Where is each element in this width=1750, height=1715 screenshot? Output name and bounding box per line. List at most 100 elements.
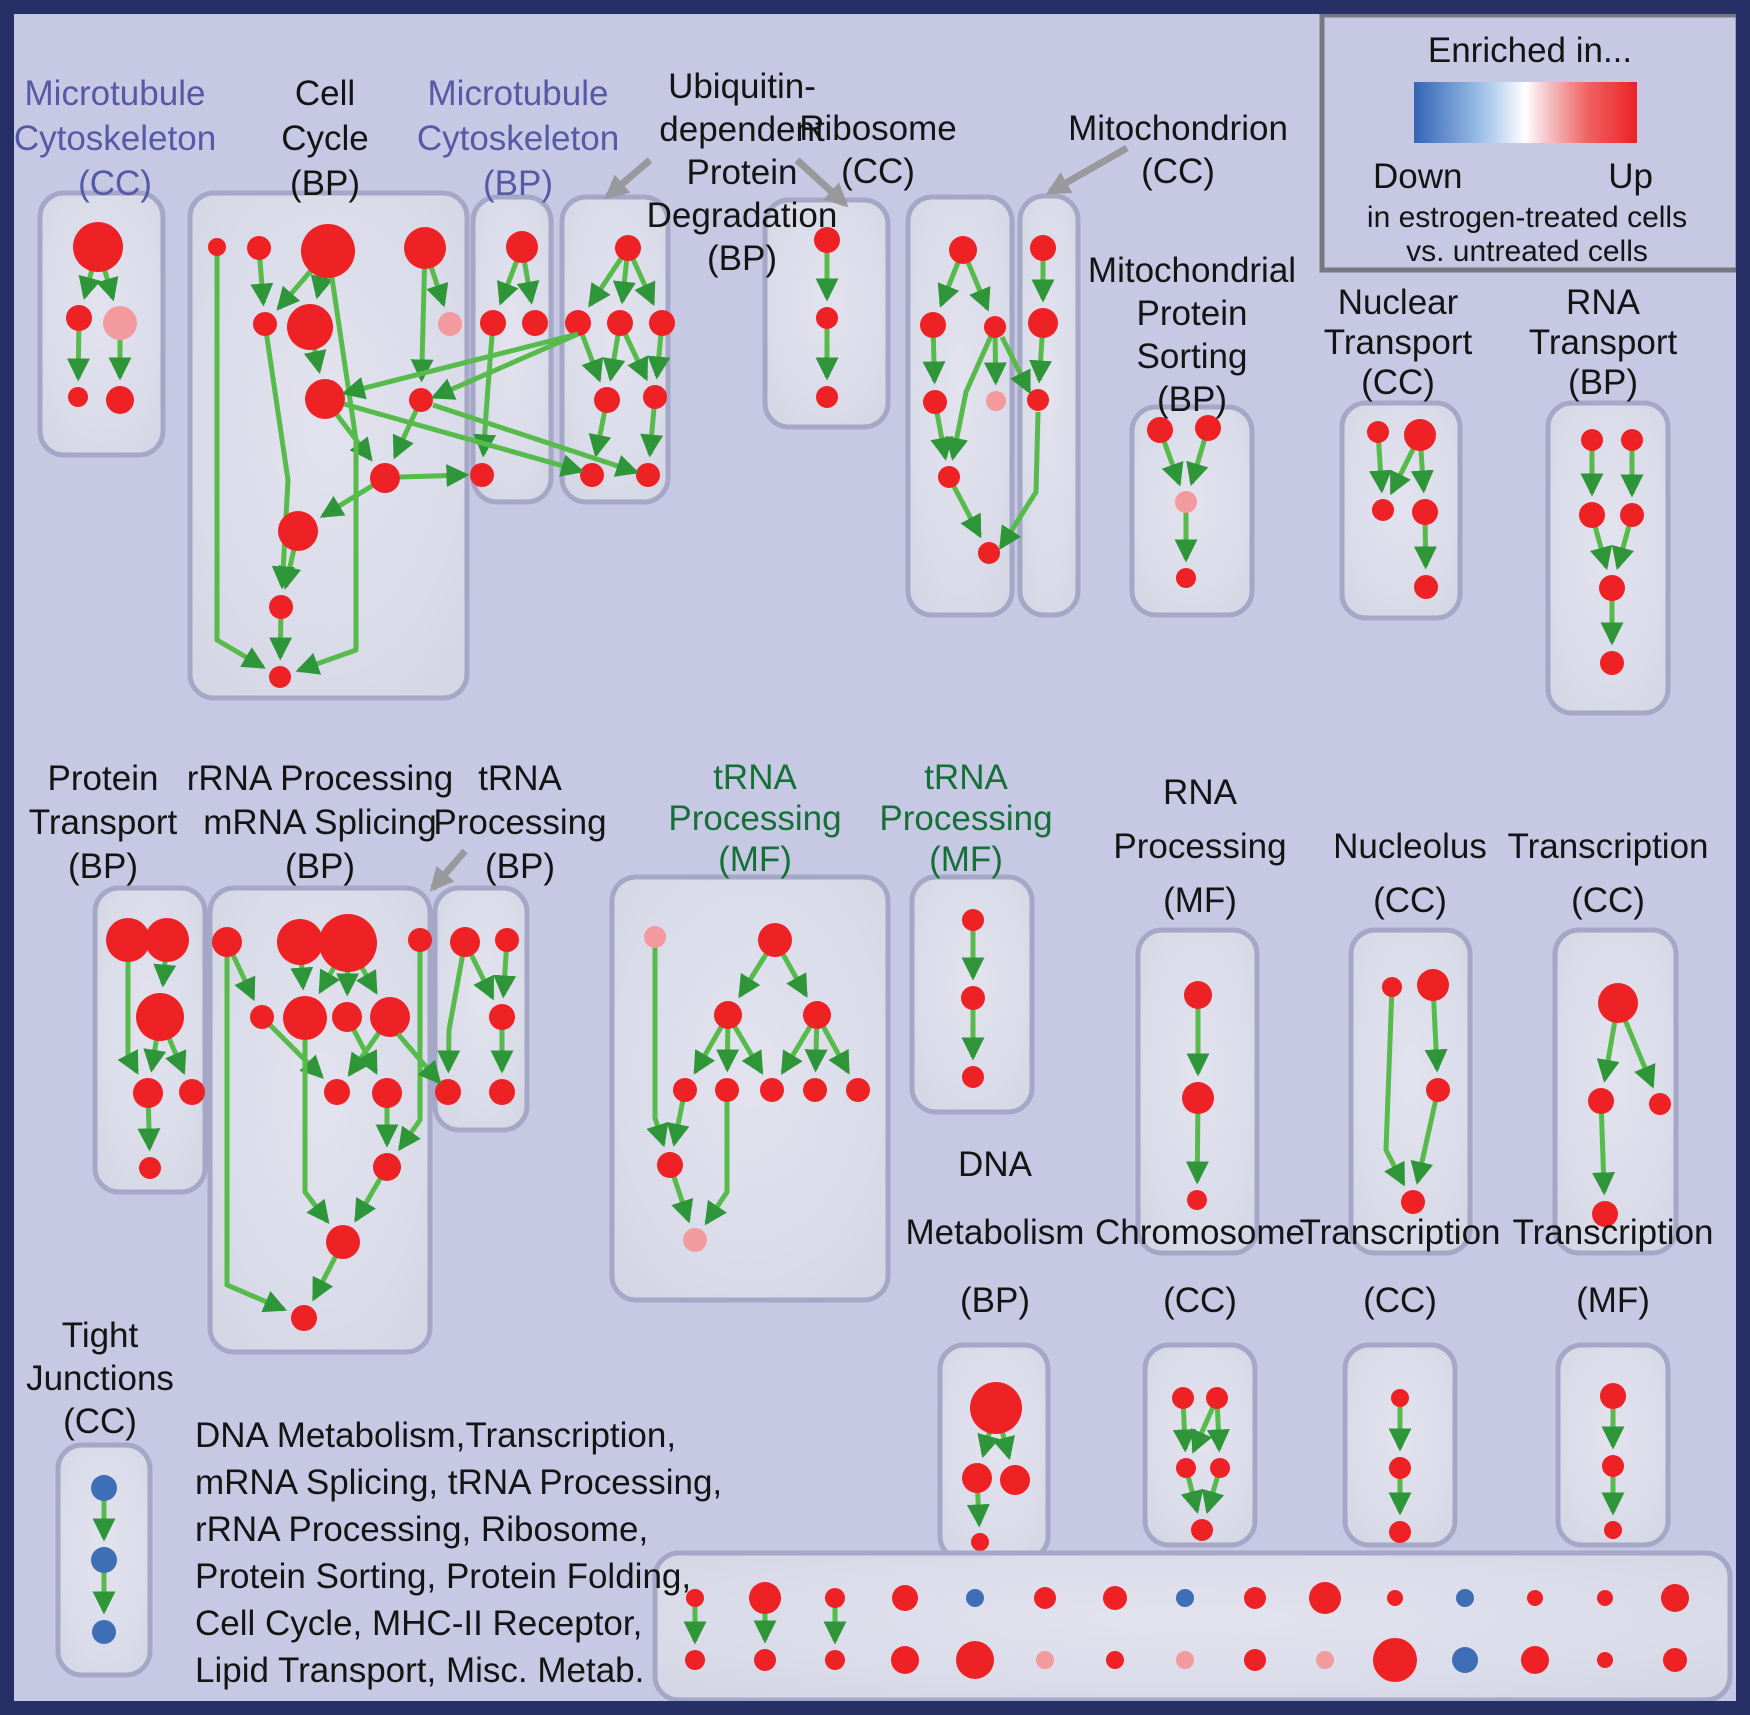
cluster-box-chromosome-cc [1142, 1342, 1258, 1548]
go-term-node [636, 463, 660, 487]
cluster-rna-transport-bp [1545, 400, 1671, 716]
go-term-node [470, 463, 494, 487]
cross-cluster-edge [999, 335, 1032, 395]
go-term-node [305, 379, 345, 419]
cross-cluster-edge [998, 411, 1041, 550]
go-term-node [1030, 235, 1056, 261]
go-term-node [489, 1079, 515, 1105]
go-term-node [1604, 1521, 1622, 1539]
go-term-node [1602, 1455, 1624, 1477]
go-term-node [1316, 1651, 1334, 1669]
go-term-node [495, 928, 519, 952]
go-term-node [1412, 499, 1438, 525]
go-term-node [1184, 981, 1212, 1009]
go-edge [473, 322, 497, 458]
go-term-node [283, 996, 327, 1040]
cluster-dna-metabolism-bp [937, 1342, 1051, 1563]
go-term-node [409, 388, 433, 412]
go-term-node [1579, 502, 1605, 528]
go-term-node [816, 307, 838, 329]
go-term-node [91, 1475, 117, 1501]
label-rna-processing-mf: RNA Processing (MF) [1113, 773, 1286, 920]
go-term-node [1373, 1638, 1417, 1682]
go-term-node [68, 387, 88, 407]
go-term-node [949, 236, 977, 264]
go-term-node [332, 1002, 362, 1032]
label-pointer-arrow [1045, 144, 1129, 196]
go-term-node [1521, 1646, 1549, 1674]
go-term-node [607, 310, 633, 336]
cluster-trna-processing-mf-small [909, 874, 1035, 1115]
go-term-node [1600, 1383, 1626, 1409]
go-term-node [644, 926, 666, 948]
go-term-node [438, 312, 462, 336]
cluster-box-protein-transport-bp [92, 885, 208, 1195]
go-term-node [1036, 1651, 1054, 1669]
go-term-node [1195, 415, 1221, 441]
label-transcription-mf: Transcription (MF) [1513, 1213, 1714, 1320]
legend-up-label: Up [1608, 157, 1653, 196]
cluster-nucleolus-cc [1348, 927, 1473, 1256]
go-term-node [825, 1650, 845, 1670]
go-term-node [1452, 1647, 1478, 1673]
go-term-node [73, 222, 123, 272]
cluster-transcription-cc-middle [1552, 927, 1679, 1256]
label-mitochondrion-cc: Mitochondrion (CC) [1068, 109, 1288, 191]
go-term-node [962, 909, 984, 931]
go-term-node [1191, 1519, 1213, 1541]
cross-cluster-edge [430, 331, 580, 400]
cross-cluster-edge [432, 402, 640, 477]
go-term-node [580, 463, 604, 487]
label-trna-processing-bp: tRNA Processing (BP) [433, 759, 606, 886]
go-term-node [91, 1547, 117, 1573]
go-edge [1410, 1089, 1441, 1185]
legend: Enriched in... Down Up in estrogen-treat… [1319, 12, 1741, 273]
legend-subtitle-2: vs. untreated cells [1406, 235, 1648, 268]
go-term-node [962, 1066, 984, 1088]
cluster-box-mixed-terms-strip [652, 1550, 1733, 1703]
go-edge [224, 942, 287, 1313]
go-term-node [1172, 1387, 1194, 1409]
go-term-node [892, 1585, 918, 1611]
go-term-node [1401, 1190, 1425, 1214]
go-term-node [825, 1588, 845, 1608]
cluster-transcription-mf [1555, 1342, 1671, 1548]
cluster-rrna-processing-mrna-splicing-bp [207, 885, 433, 1355]
go-term-node [1027, 389, 1049, 411]
go-term-node [1367, 421, 1389, 443]
cluster-trna-processing-bp [432, 885, 530, 1133]
go-term-node [1176, 1651, 1194, 1669]
go-term-node [961, 986, 985, 1010]
go-term-node [408, 928, 432, 952]
go-term-node [643, 385, 667, 409]
cluster-box-nucleolus-cc [1348, 927, 1473, 1256]
go-term-node [1103, 1586, 1127, 1610]
label-mitochondrial-protein-sorting-bp: Mitochondrial Protein Sorting (BP) [1088, 251, 1296, 419]
go-term-node [1244, 1649, 1266, 1671]
go-term-node [938, 466, 960, 488]
go-term-node [373, 1153, 401, 1181]
label-trna-processing-mf-small: tRNA Processing (MF) [879, 758, 1052, 879]
go-term-node [253, 312, 277, 336]
label-pointer-arrow [794, 157, 849, 208]
go-term-node [1206, 1387, 1228, 1409]
go-term-node [291, 1305, 317, 1331]
go-term-node [404, 227, 446, 269]
go-term-node [1456, 1589, 1474, 1607]
go-term-node [594, 387, 620, 413]
go-term-node [816, 386, 838, 408]
go-term-node [278, 511, 318, 551]
go-term-node [1309, 1582, 1341, 1614]
go-term-node [760, 1078, 784, 1102]
go-term-node [92, 1620, 116, 1644]
go-term-node [1389, 1457, 1411, 1479]
label-nucleolus-cc: Nucleolus (CC) [1333, 827, 1487, 920]
go-term-node [1382, 977, 1402, 997]
go-term-node [1600, 651, 1624, 675]
label-nuclear-transport-cc: Nuclear Transport (CC) [1324, 283, 1473, 402]
go-term-node [1620, 503, 1644, 527]
go-term-node [1187, 1190, 1207, 1210]
go-term-node [324, 1079, 350, 1105]
go-edge [1592, 1100, 1616, 1196]
go-edge [398, 940, 423, 1152]
